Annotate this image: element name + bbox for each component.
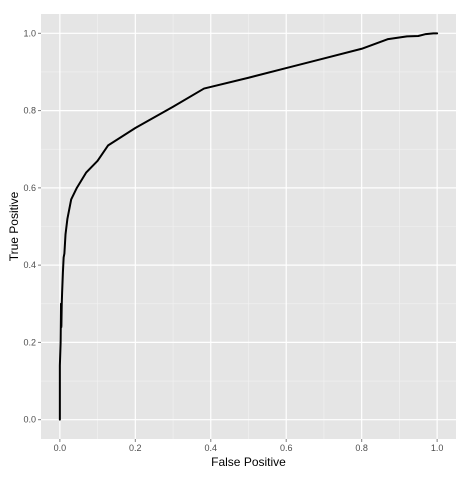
x-axis-title: False Positive [211, 455, 286, 469]
x-tick-label: 0.2 [129, 443, 142, 453]
x-tick-label: 0.4 [205, 443, 218, 453]
y-tick-label: 0.8 [23, 106, 36, 116]
roc-curve-line [58, 32, 439, 421]
x-tick-label: 0.6 [280, 443, 293, 453]
y-tick-label: 0.6 [23, 183, 36, 193]
x-tick-label: 0.8 [355, 443, 368, 453]
y-tick-label: 0.4 [23, 260, 36, 270]
y-tick-label: 1.0 [23, 28, 36, 38]
y-tick-label: 0.2 [23, 337, 36, 347]
x-tick-label: 0.0 [54, 443, 67, 453]
y-axis-ticks: 0.0 0.2 0.4 0.6 0.8 1.0 [23, 28, 41, 425]
x-axis-ticks: 0.0 0.2 0.4 0.6 0.8 1.0 [54, 439, 444, 453]
y-tick-label: 0.0 [23, 415, 36, 425]
x-tick-label: 1.0 [431, 443, 444, 453]
y-axis-title: True Positive [7, 191, 21, 261]
minor-grid [41, 14, 456, 439]
series-layer [58, 32, 439, 421]
